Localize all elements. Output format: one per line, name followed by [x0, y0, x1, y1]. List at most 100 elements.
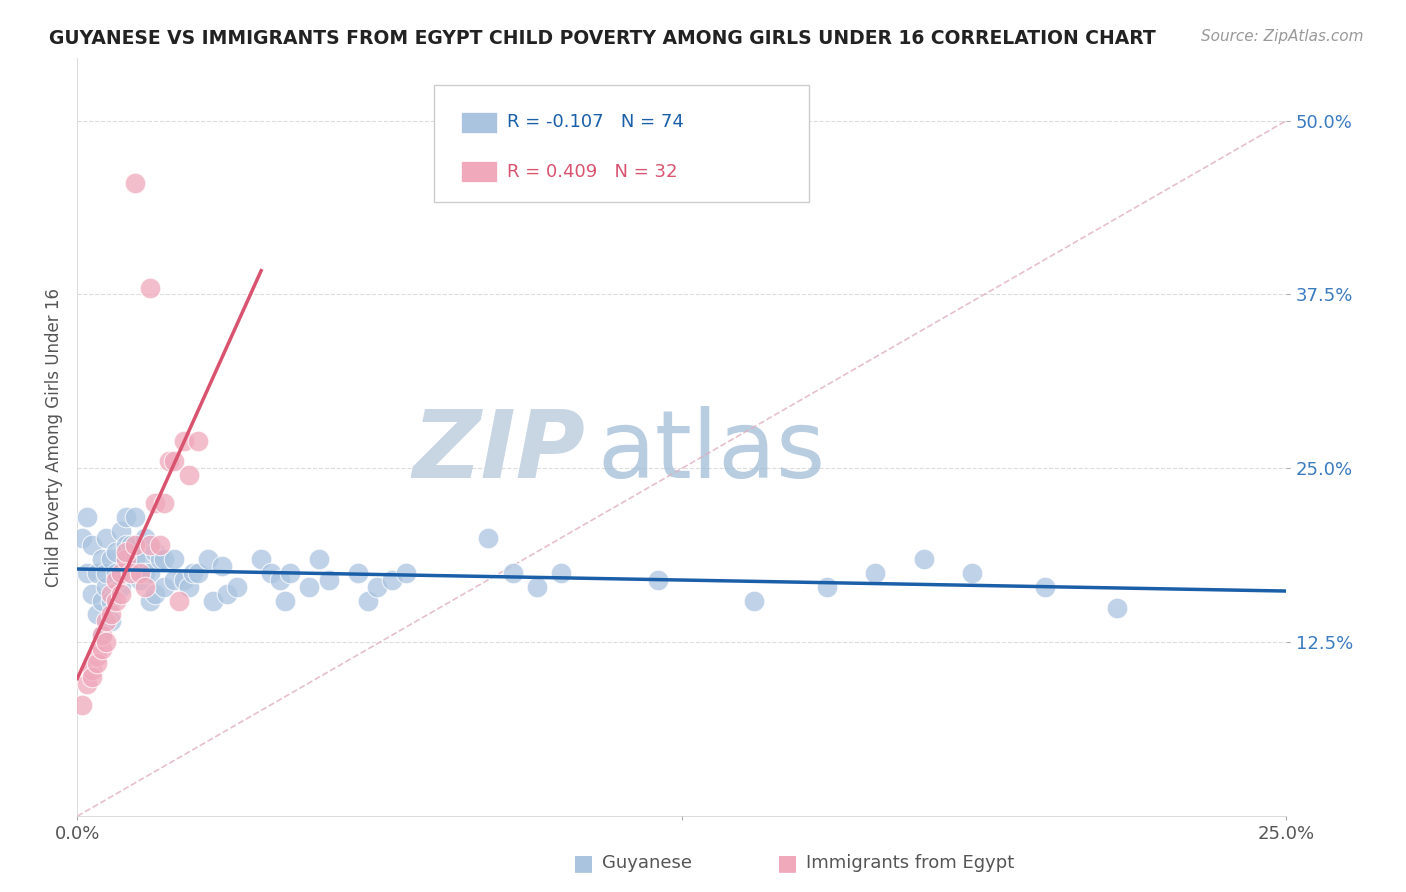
Point — [80, 586, 103, 600]
Point — [1107, 600, 1129, 615]
Point — [86, 607, 108, 622]
Point — [153, 580, 176, 594]
Point — [356, 593, 378, 607]
Point — [167, 593, 190, 607]
Point — [477, 531, 499, 545]
Point — [114, 545, 136, 559]
Point — [76, 566, 98, 580]
Point — [80, 670, 103, 684]
Point — [124, 551, 146, 566]
Point — [100, 586, 122, 600]
Point — [105, 545, 128, 559]
Point — [100, 607, 122, 622]
Point — [260, 566, 283, 580]
Point — [173, 434, 195, 448]
Point — [153, 551, 176, 566]
Point — [96, 566, 118, 580]
Point — [1033, 580, 1056, 594]
Point — [226, 580, 249, 594]
Point — [110, 524, 132, 538]
Point — [90, 551, 112, 566]
Point — [163, 551, 186, 566]
Bar — [461, 161, 496, 182]
Point — [129, 551, 152, 566]
Point — [278, 566, 301, 580]
Text: R = -0.107   N = 74: R = -0.107 N = 74 — [506, 113, 683, 131]
Point — [100, 551, 122, 566]
Point — [90, 642, 112, 657]
Point — [100, 593, 122, 607]
Point — [80, 538, 103, 552]
Point — [366, 580, 388, 594]
Text: atlas: atlas — [598, 406, 825, 499]
FancyBboxPatch shape — [434, 85, 808, 202]
Point — [96, 635, 118, 649]
Point — [96, 615, 118, 629]
Point — [139, 566, 162, 580]
Point — [163, 454, 186, 468]
Point — [114, 566, 136, 580]
Point — [124, 176, 146, 190]
Point — [139, 593, 162, 607]
Point — [250, 551, 273, 566]
Text: ZIP: ZIP — [412, 406, 585, 499]
Point — [187, 434, 209, 448]
Text: Guyanese: Guyanese — [602, 855, 692, 872]
Point — [211, 558, 233, 573]
Point — [143, 586, 166, 600]
Point — [139, 280, 162, 294]
Point — [124, 538, 146, 552]
Point — [865, 566, 887, 580]
Point — [90, 628, 112, 642]
Point — [120, 538, 142, 552]
Point — [148, 551, 170, 566]
Point — [110, 586, 132, 600]
Point — [70, 698, 93, 712]
Text: GUYANESE VS IMMIGRANTS FROM EGYPT CHILD POVERTY AMONG GIRLS UNDER 16 CORRELATION: GUYANESE VS IMMIGRANTS FROM EGYPT CHILD … — [49, 29, 1156, 47]
Point — [134, 580, 156, 594]
Point — [197, 551, 219, 566]
Point — [157, 454, 180, 468]
Point — [217, 586, 239, 600]
Point — [100, 615, 122, 629]
Point — [550, 566, 572, 580]
Point — [526, 580, 548, 594]
Point — [120, 566, 142, 580]
Text: R = 0.409   N = 32: R = 0.409 N = 32 — [506, 162, 678, 181]
Point — [76, 677, 98, 691]
Point — [183, 566, 205, 580]
Point — [86, 656, 108, 670]
Point — [80, 663, 103, 677]
Text: Source: ZipAtlas.com: Source: ZipAtlas.com — [1201, 29, 1364, 44]
Point — [318, 573, 340, 587]
Point — [148, 538, 170, 552]
Point — [815, 580, 838, 594]
Point — [129, 573, 152, 587]
Y-axis label: Child Poverty Among Girls Under 16: Child Poverty Among Girls Under 16 — [45, 287, 63, 587]
Point — [96, 531, 118, 545]
Point — [298, 580, 321, 594]
Point — [134, 531, 156, 545]
Point — [187, 566, 209, 580]
Bar — [461, 112, 496, 133]
Point — [114, 551, 136, 566]
Point — [201, 593, 224, 607]
Point — [502, 566, 524, 580]
Point — [129, 566, 152, 580]
Point — [173, 573, 195, 587]
Point — [114, 510, 136, 524]
Point — [960, 566, 983, 580]
Point — [177, 468, 200, 483]
Point — [395, 566, 418, 580]
Point — [153, 496, 176, 510]
Point — [134, 566, 156, 580]
Point — [177, 580, 200, 594]
Point — [105, 573, 128, 587]
Point — [70, 531, 93, 545]
Point — [124, 510, 146, 524]
Text: ■: ■ — [574, 854, 593, 873]
Point — [110, 580, 132, 594]
Point — [105, 593, 128, 607]
Point — [647, 573, 669, 587]
Point — [912, 551, 935, 566]
